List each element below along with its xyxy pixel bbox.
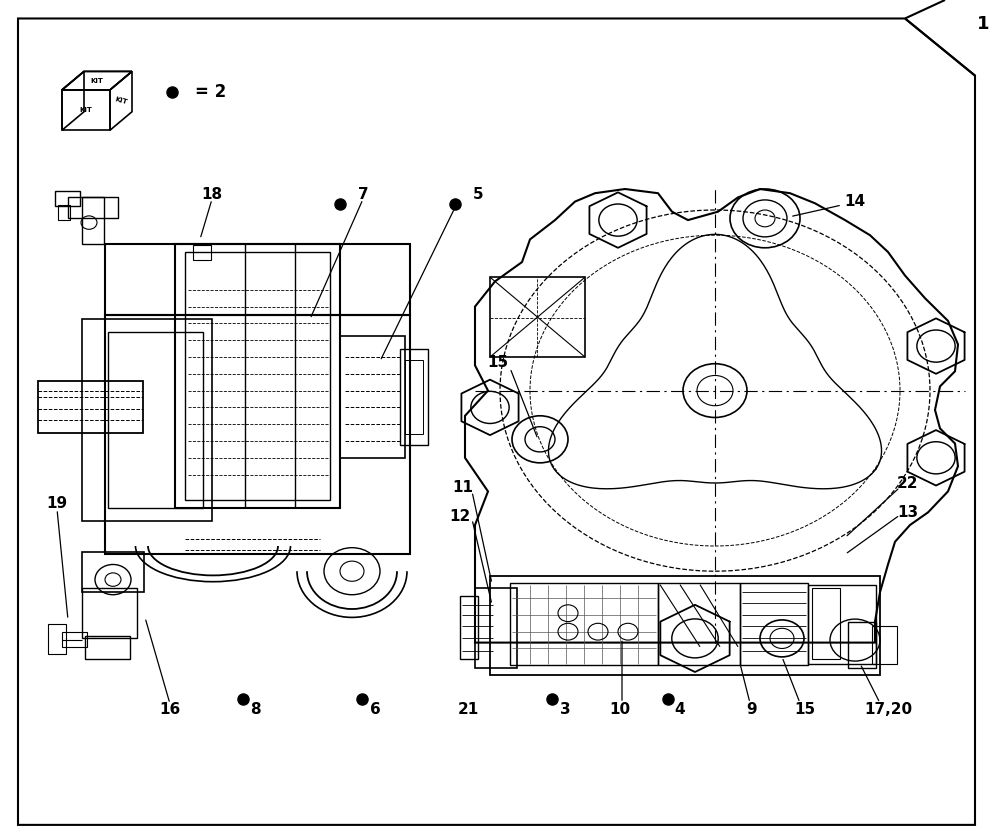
- Bar: [108, 332, 203, 508]
- Text: 7: 7: [358, 187, 368, 202]
- Bar: [38, 381, 143, 433]
- Bar: [658, 583, 740, 665]
- Text: KIT: KIT: [91, 77, 103, 84]
- Text: 19: 19: [46, 496, 68, 512]
- Bar: [58, 205, 70, 220]
- Bar: [62, 632, 87, 647]
- Text: 18: 18: [201, 187, 223, 202]
- Bar: [185, 252, 330, 500]
- Bar: [48, 624, 66, 654]
- Bar: [85, 636, 130, 659]
- Bar: [475, 588, 517, 668]
- Bar: [510, 583, 658, 665]
- Text: KIT: KIT: [80, 107, 92, 113]
- Text: 9: 9: [747, 702, 757, 717]
- Text: 15: 15: [794, 702, 816, 717]
- Bar: [460, 596, 478, 659]
- Text: KIT: KIT: [114, 97, 128, 105]
- Text: 17,20: 17,20: [864, 702, 912, 717]
- Bar: [55, 191, 80, 206]
- Text: 3: 3: [560, 702, 570, 717]
- Bar: [68, 197, 118, 218]
- Bar: [193, 245, 211, 260]
- Bar: [808, 585, 876, 664]
- Bar: [175, 244, 340, 508]
- Bar: [82, 588, 137, 638]
- Text: 13: 13: [897, 505, 919, 520]
- Bar: [82, 197, 104, 244]
- Bar: [105, 244, 410, 315]
- Text: 15: 15: [487, 355, 509, 370]
- Bar: [490, 277, 585, 357]
- Text: 16: 16: [159, 702, 181, 717]
- Bar: [812, 588, 840, 659]
- Text: 11: 11: [452, 480, 474, 495]
- Bar: [82, 319, 212, 521]
- Text: 1: 1: [977, 14, 989, 33]
- Text: 10: 10: [609, 702, 631, 717]
- Bar: [405, 360, 423, 434]
- Text: 22: 22: [897, 475, 919, 491]
- Text: = 2: = 2: [195, 83, 226, 102]
- Text: 12: 12: [449, 509, 471, 524]
- Text: 14: 14: [844, 194, 866, 209]
- Bar: [740, 583, 808, 665]
- Bar: [82, 552, 144, 592]
- Text: 5: 5: [473, 187, 483, 202]
- Bar: [340, 336, 405, 458]
- Text: 21: 21: [457, 702, 479, 717]
- Bar: [490, 576, 880, 675]
- Text: 6: 6: [370, 702, 380, 717]
- Bar: [848, 622, 876, 668]
- Bar: [105, 315, 410, 554]
- Bar: [400, 349, 428, 445]
- Text: 8: 8: [250, 702, 260, 717]
- Text: 4: 4: [675, 702, 685, 717]
- Bar: [872, 626, 897, 664]
